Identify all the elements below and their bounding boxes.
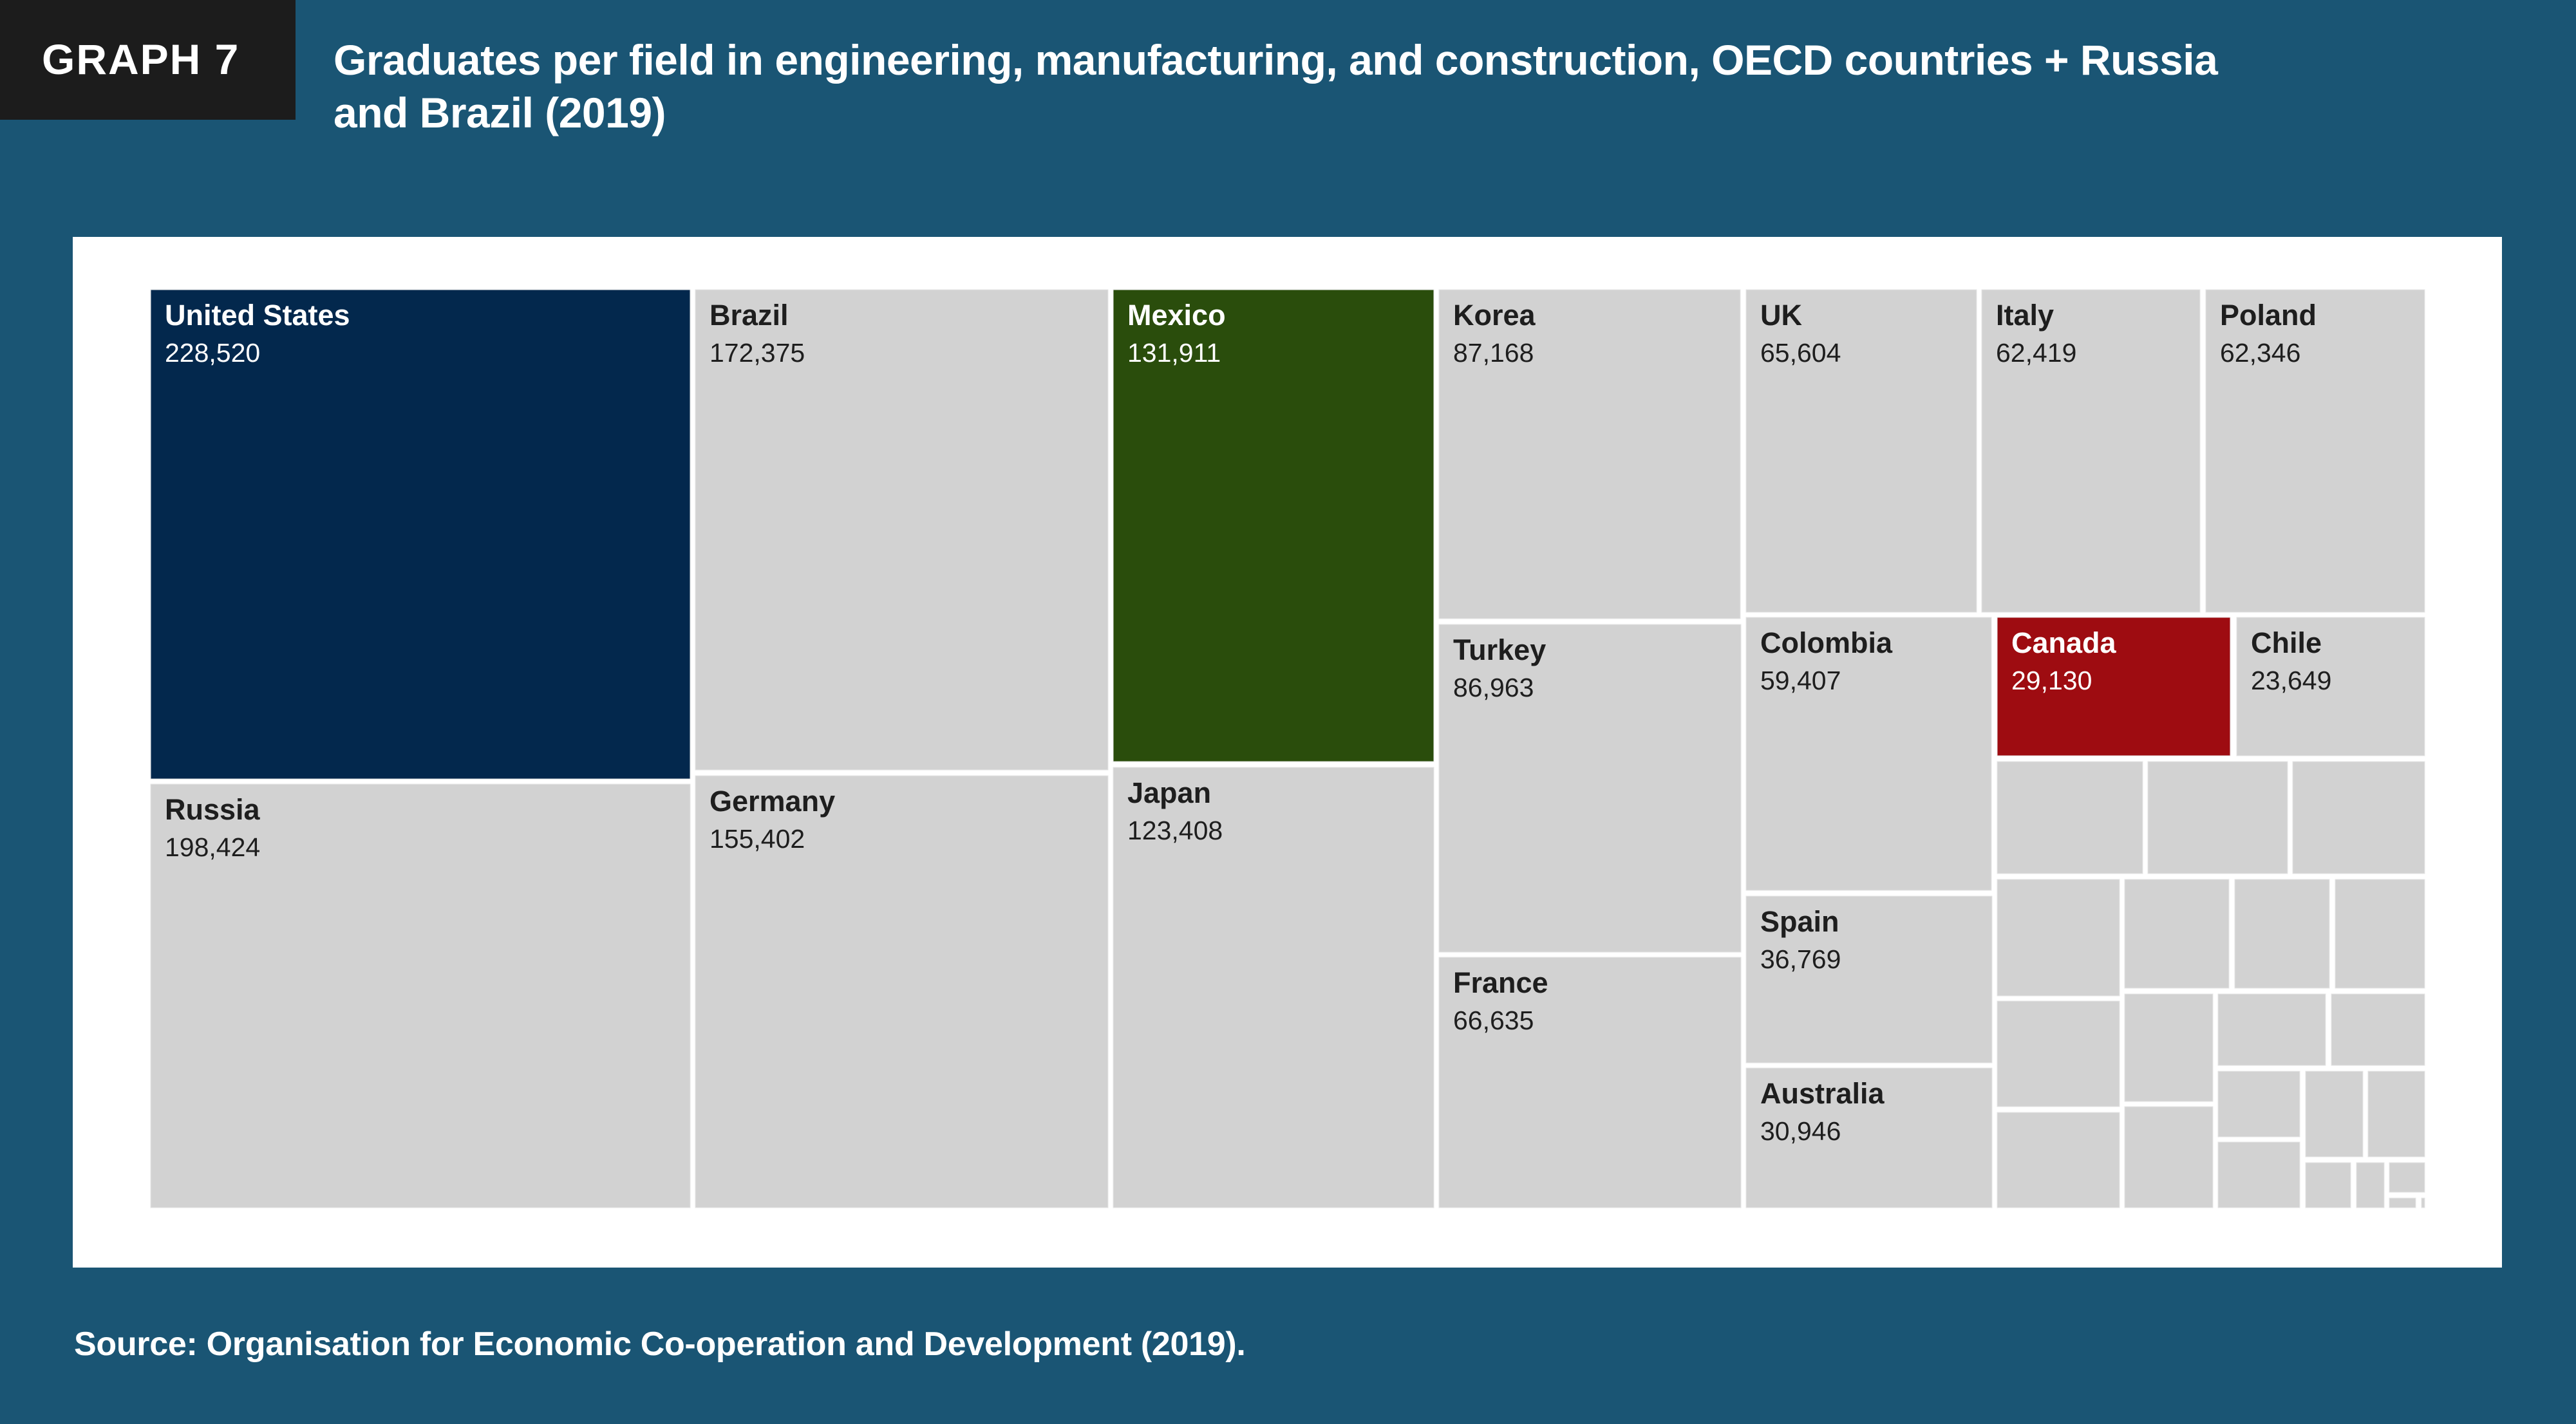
tile-rect bbox=[1997, 617, 2231, 756]
tile-russia: Russia 198,424 bbox=[150, 783, 691, 1208]
tile-unlabeled bbox=[1997, 1000, 2120, 1107]
tile-label: Italy bbox=[1996, 299, 2054, 332]
tile-label: Colombia bbox=[1760, 626, 1893, 659]
tile-unlabeled bbox=[2421, 1197, 2425, 1208]
tile-rect bbox=[1113, 289, 1434, 762]
tile-unlabeled bbox=[2124, 993, 2214, 1102]
source-note: Source: Organisation for Economic Co-ope… bbox=[74, 1326, 1246, 1363]
tile-value: 66,635 bbox=[1453, 1006, 1534, 1035]
tile-unlabeled bbox=[2292, 761, 2425, 874]
tile-value: 62,419 bbox=[1996, 338, 2076, 368]
tile-label: UK bbox=[1760, 299, 1802, 332]
tile-value: 155,402 bbox=[710, 824, 805, 854]
tile-unlabeled bbox=[2234, 879, 2330, 989]
tile-unlabeled bbox=[1997, 761, 2143, 874]
tile-germany: Germany 155,402 bbox=[695, 775, 1109, 1208]
tile-unlabeled bbox=[2331, 993, 2425, 1066]
tile-rect bbox=[1745, 617, 1992, 891]
tile-value: 131,911 bbox=[1127, 338, 1221, 368]
tile-value: 228,520 bbox=[165, 338, 260, 368]
chart-title: Graduates per field in engineering, manu… bbox=[334, 33, 2265, 139]
tile-mexico: Mexico 131,911 bbox=[1113, 289, 1434, 762]
tile-spain: Spain 36,769 bbox=[1745, 895, 1993, 1063]
tile-rect bbox=[695, 775, 1109, 1208]
tile-label: Russia bbox=[165, 793, 261, 826]
tile-value: 62,346 bbox=[2220, 338, 2300, 368]
tile-unlabeled bbox=[2335, 879, 2425, 989]
tile-rect bbox=[1113, 767, 1434, 1208]
tile-label: Japan bbox=[1127, 776, 1211, 809]
tile-label: France bbox=[1453, 966, 1548, 999]
tile-label: Chile bbox=[2251, 626, 2322, 659]
tile-rect bbox=[2236, 617, 2425, 756]
tile-chile: Chile 23,649 bbox=[2236, 617, 2425, 756]
tile-rect bbox=[1438, 289, 1741, 619]
tile-unlabeled bbox=[2389, 1197, 2416, 1208]
tile-unlabeled bbox=[1997, 1112, 2120, 1208]
tile-unlabeled bbox=[2124, 879, 2230, 989]
tile-colombia: Colombia 59,407 bbox=[1745, 617, 1992, 891]
tile-canada: Canada 29,130 bbox=[1997, 617, 2231, 756]
graph-number-label: GRAPH 7 bbox=[42, 35, 240, 83]
tile-label: United States bbox=[165, 299, 350, 332]
tile-rect bbox=[1745, 895, 1993, 1063]
tile-unlabeled bbox=[2305, 1162, 2351, 1208]
tile-rect bbox=[1438, 624, 1742, 953]
tile-australia: Australia 30,946 bbox=[1745, 1067, 1993, 1208]
tile-uk: UK 65,604 bbox=[1745, 289, 1977, 613]
tile-unlabeled bbox=[2217, 1071, 2300, 1138]
tile-value: 86,963 bbox=[1453, 673, 1534, 702]
tile-label: Canada bbox=[2011, 626, 2117, 659]
chart-title-line-2: and Brazil (2019) bbox=[334, 89, 666, 136]
tile-poland: Poland 62,346 bbox=[2205, 289, 2425, 613]
tile-value: 123,408 bbox=[1127, 816, 1223, 845]
tile-value: 65,604 bbox=[1760, 338, 1841, 368]
tile-brazil: Brazil 172,375 bbox=[695, 289, 1109, 771]
tile-rect bbox=[1745, 289, 1977, 613]
tile-france: France 66,635 bbox=[1438, 957, 1742, 1208]
tile-label: Mexico bbox=[1127, 299, 1226, 332]
tile-unlabeled bbox=[2367, 1071, 2425, 1157]
chart-title-line-1: Graduates per field in engineering, manu… bbox=[334, 36, 2218, 84]
tile-unlabeled bbox=[2356, 1162, 2385, 1208]
tile-rect bbox=[1981, 289, 2201, 613]
tile-value: 198,424 bbox=[165, 832, 260, 862]
tile-unlabeled bbox=[2389, 1162, 2425, 1193]
tile-rect bbox=[1745, 1067, 1993, 1208]
tile-unlabeled bbox=[2217, 1141, 2300, 1208]
tile-unlabeled bbox=[2217, 993, 2326, 1066]
tile-label: Poland bbox=[2220, 299, 2317, 332]
tile-japan: Japan 123,408 bbox=[1113, 767, 1434, 1208]
graph-number-badge: GRAPH 7 bbox=[0, 0, 296, 120]
tile-unlabeled bbox=[1997, 879, 2120, 997]
tile-italy: Italy 62,419 bbox=[1981, 289, 2201, 613]
tile-unlabeled bbox=[2305, 1071, 2364, 1157]
tile-value: 23,649 bbox=[2251, 666, 2331, 695]
tile-unlabeled bbox=[2124, 1106, 2214, 1208]
tile-value: 36,769 bbox=[1760, 944, 1841, 974]
tile-label: Spain bbox=[1760, 905, 1839, 938]
tile-value: 87,168 bbox=[1453, 338, 1534, 368]
tile-label: Brazil bbox=[710, 299, 789, 332]
tile-rect bbox=[2205, 289, 2425, 613]
tile-label: Australia bbox=[1760, 1077, 1885, 1110]
tile-korea: Korea 87,168 bbox=[1438, 289, 1741, 619]
tile-rect bbox=[150, 783, 691, 1208]
tile-value: 30,946 bbox=[1760, 1116, 1841, 1146]
tile-label: Turkey bbox=[1453, 633, 1546, 666]
tile-united-states: United States 228,520 bbox=[150, 289, 691, 780]
tile-rect bbox=[695, 289, 1109, 771]
tile-value: 29,130 bbox=[2011, 666, 2092, 695]
tile-label: Korea bbox=[1453, 299, 1536, 332]
tile-turkey: Turkey 86,963 bbox=[1438, 624, 1742, 953]
tile-rect bbox=[150, 289, 691, 780]
tile-value: 172,375 bbox=[710, 338, 805, 368]
tile-value: 59,407 bbox=[1760, 666, 1841, 695]
tile-unlabeled bbox=[2147, 761, 2288, 874]
tile-label: Germany bbox=[710, 785, 835, 818]
tile-rect bbox=[1438, 957, 1742, 1208]
